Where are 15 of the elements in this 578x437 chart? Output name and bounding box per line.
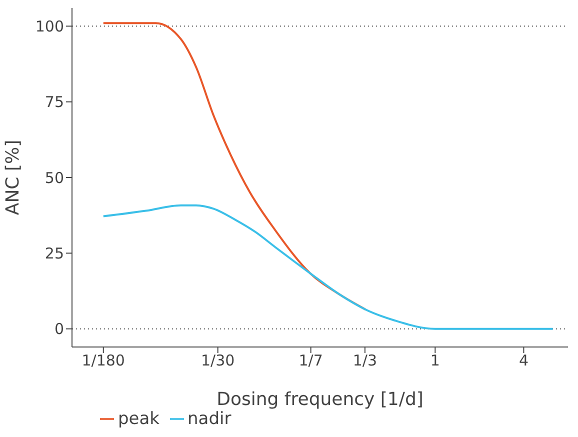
y-tick-label: 75: [44, 93, 64, 112]
x-tick-label: 1/180: [82, 352, 125, 370]
x-tick-label: 1: [430, 352, 440, 370]
x-tick-label: 1/3: [352, 352, 378, 370]
x-tick-label: 1/7: [298, 352, 323, 370]
y-axis-title: ANC [%]: [2, 140, 24, 216]
x-tick-label: 4: [518, 352, 528, 370]
y-tick-label: 50: [44, 168, 64, 187]
y-tick-label: 0: [54, 320, 64, 338]
legend-label: peak: [118, 409, 160, 429]
x-axis-title: Dosing frequency [1/d]: [216, 389, 424, 410]
y-tick-label: 100: [35, 17, 64, 36]
x-tick-label: 1/30: [200, 352, 235, 370]
legend-label: nadir: [188, 409, 232, 429]
y-tick-label: 25: [44, 244, 64, 262]
